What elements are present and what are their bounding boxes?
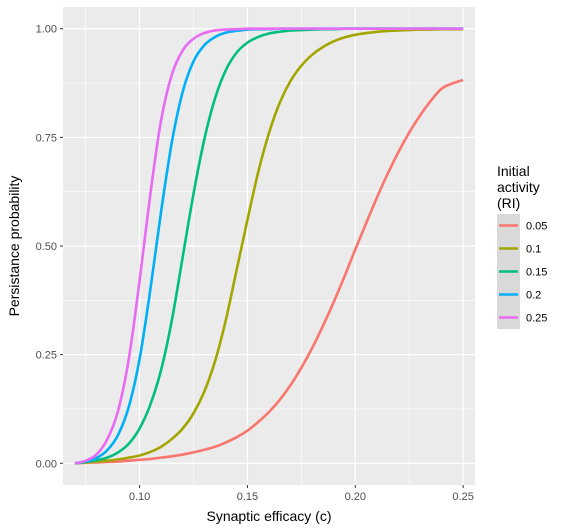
y-tick-label: 1.00 [36, 24, 57, 36]
x-axis: 0.10 0.15 0.20 0.25 [129, 485, 474, 503]
x-tick-label: 0.15 [237, 491, 258, 503]
legend-label: 0.1 [526, 244, 541, 256]
y-axis: 0.00 0.25 0.50 0.75 1.00 [36, 24, 63, 470]
legend-label: 0.25 [526, 313, 547, 325]
legend: Initial activity (RI) 0.05 0.1 0.15 0.2 0.25 [497, 163, 547, 329]
series-line-0-1 [74, 27, 464, 465]
legend-title-line-1: Initial [497, 163, 530, 179]
x-tick-label: 0.20 [345, 491, 366, 503]
x-tick-label: 0.10 [129, 491, 150, 503]
y-tick-label: 0.00 [36, 458, 57, 470]
legend-title-line-3: (RI) [497, 195, 520, 211]
series-line-0-05 [74, 78, 464, 465]
legend-label: 0.05 [526, 221, 547, 233]
x-axis-title: Synaptic efficacy (c) [206, 508, 331, 524]
series-line-0-25 [74, 27, 464, 465]
major-grid [63, 7, 475, 485]
legend-keys: 0.05 0.1 0.15 0.2 0.25 [497, 214, 547, 329]
legend-label: 0.15 [526, 267, 547, 279]
series-lines [74, 27, 464, 465]
y-axis-title: Persistance probability [6, 176, 22, 317]
legend-label: 0.2 [526, 290, 541, 302]
y-tick-label: 0.75 [36, 132, 57, 144]
y-tick-label: 0.25 [36, 350, 57, 362]
y-tick-label: 0.50 [36, 241, 57, 253]
x-tick-label: 0.25 [452, 491, 473, 503]
legend-title-line-2: activity [497, 179, 540, 195]
